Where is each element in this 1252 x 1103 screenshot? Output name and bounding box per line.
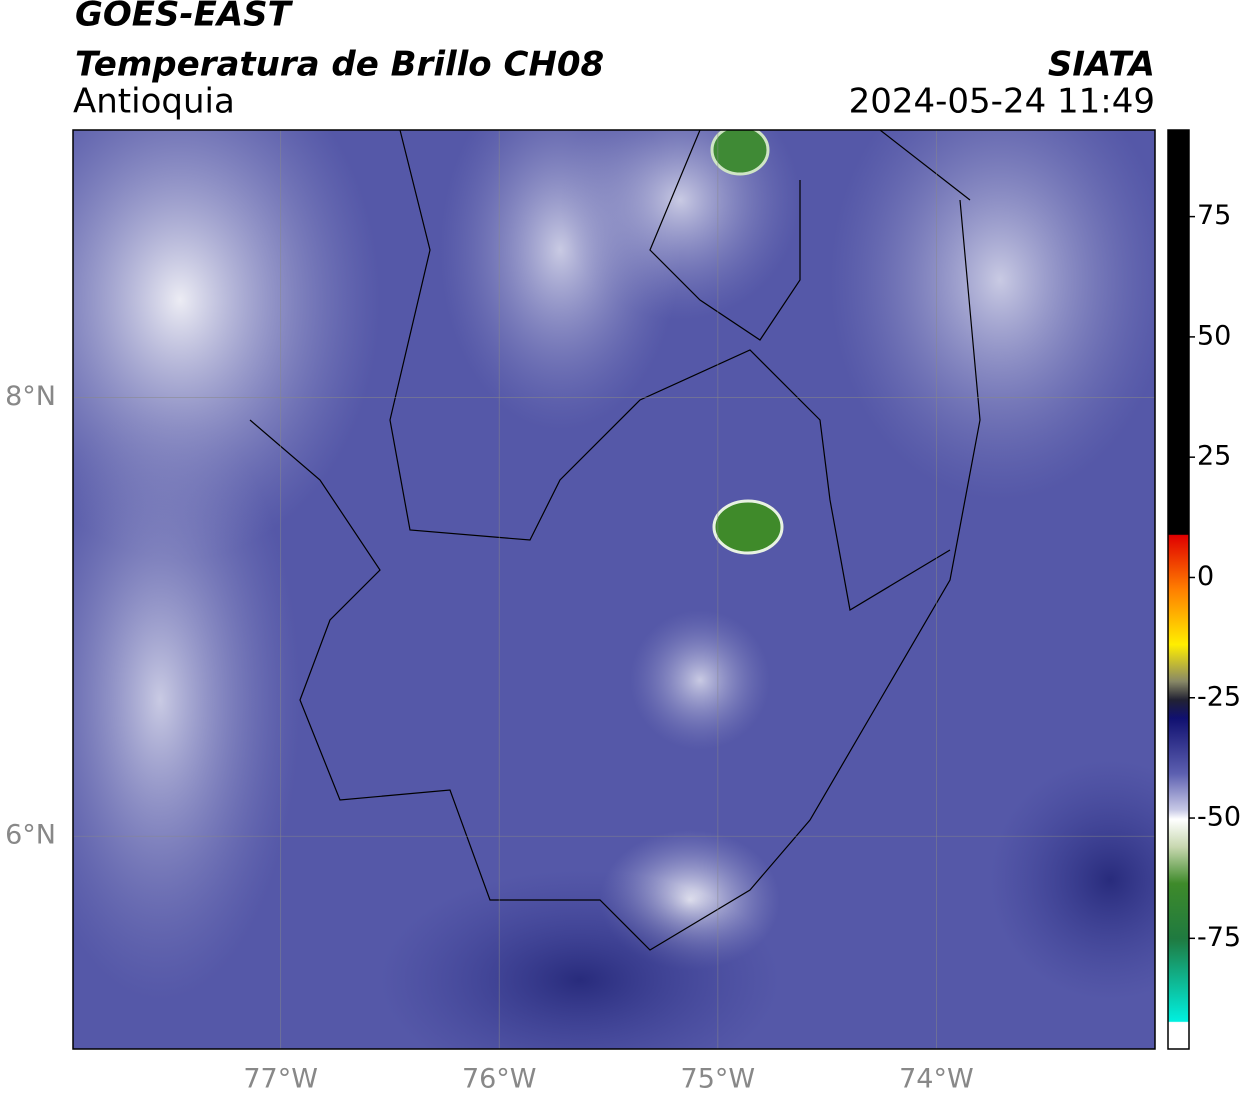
x-tick-label: 77°W bbox=[243, 1064, 318, 1095]
y-tick-label: 6°N bbox=[5, 820, 56, 851]
colorbar-tick-label: 0 bbox=[1197, 561, 1214, 592]
title: GOES-EAST bbox=[75, 0, 294, 35]
colorbar-tick-label: 75 bbox=[1197, 200, 1231, 231]
region: Antioquia bbox=[73, 82, 235, 122]
satellite-image bbox=[73, 130, 1155, 1049]
grid bbox=[73, 130, 1155, 1049]
timestamp: 2024-05-24 11:49 bbox=[849, 82, 1155, 122]
colorbar bbox=[1167, 129, 1190, 1050]
subtitle: Temperatura de Brillo CH08 bbox=[75, 45, 604, 85]
colorbar-tick-label: 25 bbox=[1197, 441, 1231, 472]
x-tick-label: 75°W bbox=[681, 1064, 756, 1095]
x-tick-label: 74°W bbox=[899, 1064, 974, 1095]
map-frame bbox=[72, 129, 1156, 1050]
x-tick-label: 76°W bbox=[462, 1064, 537, 1095]
colorbar-tick-label: 50 bbox=[1197, 320, 1231, 351]
colorbar-tick-label: -50 bbox=[1197, 802, 1241, 833]
source: SIATA bbox=[1048, 45, 1155, 85]
colorbar-tick-label: -25 bbox=[1197, 681, 1241, 712]
y-tick-label: 8°N bbox=[5, 381, 56, 412]
colorbar-tick-label: -75 bbox=[1197, 922, 1241, 953]
